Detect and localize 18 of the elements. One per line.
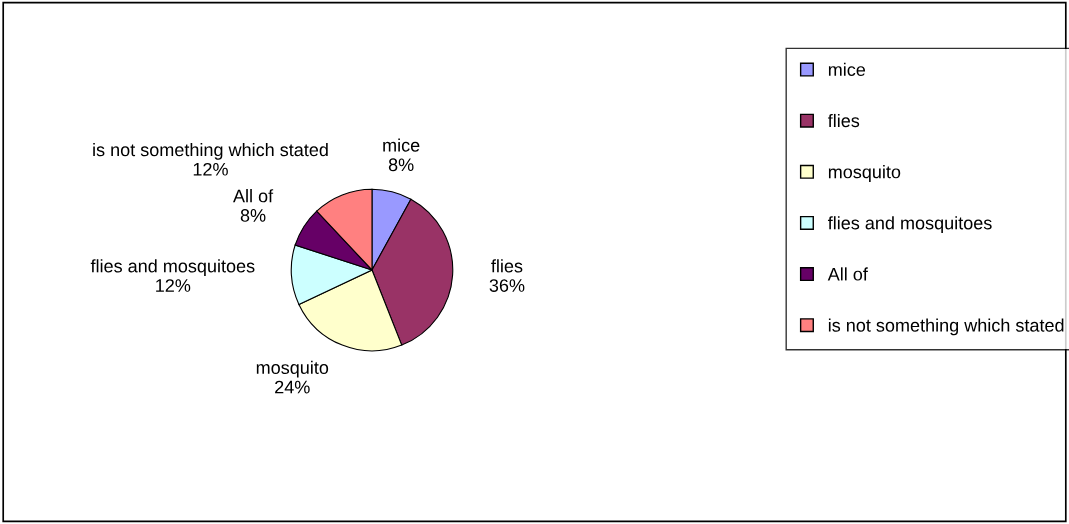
legend-label: mice bbox=[828, 62, 866, 77]
legend-label: flies bbox=[827, 113, 860, 128]
data-label: 12% bbox=[156, 279, 191, 292]
slice-label: flies and mosquitoes bbox=[90, 259, 255, 277]
data-label: 36% bbox=[489, 279, 525, 292]
slice-label: flies bbox=[491, 259, 523, 273]
legend-label: is not something which stated bbox=[828, 318, 1064, 336]
data-label: 8% bbox=[388, 158, 414, 172]
legend-label: All of bbox=[827, 267, 868, 281]
legend-label: flies and mosquitoes bbox=[827, 216, 992, 234]
data-label: 8% bbox=[240, 209, 266, 222]
slice-label: mice bbox=[383, 138, 420, 152]
slice-label: mosquito bbox=[256, 360, 329, 378]
slice-label: All of bbox=[233, 189, 274, 203]
data-label: 24% bbox=[275, 380, 310, 394]
slice-label: is not something which stated bbox=[93, 142, 328, 160]
legend-label: mosquito bbox=[828, 165, 901, 182]
data-label: 12% bbox=[193, 162, 228, 176]
